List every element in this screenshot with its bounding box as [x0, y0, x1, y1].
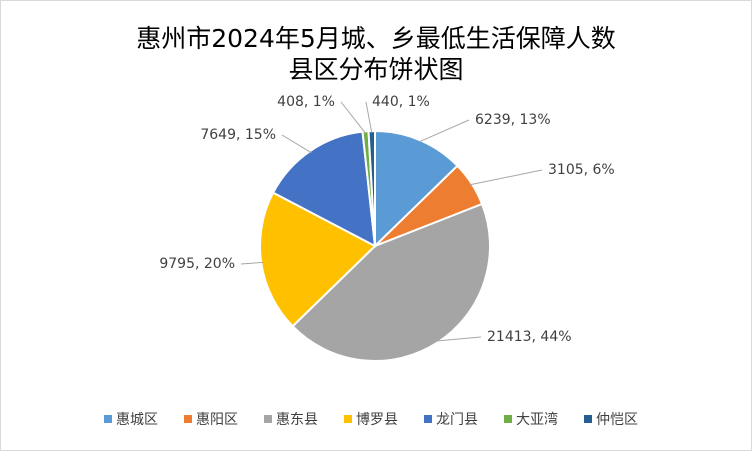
pie-slice [291, 202, 491, 362]
legend-marker [184, 415, 192, 423]
leader-line [469, 169, 543, 186]
leader-line [281, 134, 312, 154]
legend-label: 大亚湾 [516, 411, 558, 428]
data-label: 6239, 13% [475, 112, 551, 128]
data-label: 9795, 20% [159, 256, 235, 272]
pie-slice [271, 130, 377, 248]
data-label: 7649, 15% [200, 127, 276, 143]
data-label: 408, 1% [277, 94, 335, 110]
legend-marker [424, 415, 432, 423]
legend-marker [344, 415, 352, 423]
chart-title: 县区分布饼状图 [288, 55, 463, 84]
legend-marker [264, 415, 272, 423]
leader-line [340, 101, 367, 134]
legend-label: 仲恺区 [596, 412, 638, 428]
legend-label: 龙门县 [436, 412, 478, 428]
leader-line [436, 336, 482, 342]
leader-line [418, 119, 470, 143]
data-label: 21413, 44% [487, 329, 572, 345]
legend-marker [104, 415, 112, 423]
leader-line [365, 101, 373, 134]
pie-slice [374, 129, 459, 249]
legend-label: 惠阳区 [196, 412, 238, 428]
leader-line [240, 261, 264, 265]
legend-marker [584, 415, 592, 423]
data-label: 3105, 6% [548, 162, 615, 178]
legend-marker [504, 415, 512, 423]
chart-title: 惠州市2024年5月城、乡最低生活保障人数 [136, 24, 616, 53]
legend-label: 惠东县 [276, 412, 318, 428]
data-label: 440, 1% [372, 94, 430, 110]
legend-label: 博罗县 [356, 411, 398, 428]
legend-label: 惠城区 [116, 412, 158, 428]
